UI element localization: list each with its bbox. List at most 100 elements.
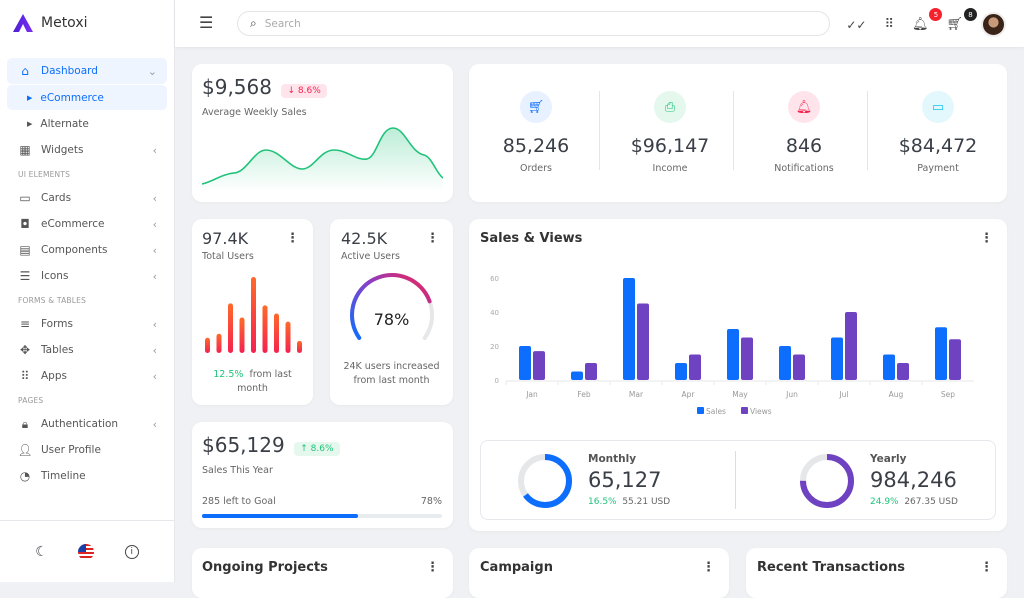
search-input[interactable]: ⌕ Search: [237, 11, 830, 36]
active-users-value: 42.5K: [341, 229, 388, 248]
bar-sales: [675, 363, 687, 380]
more-options-icon[interactable]: ⋮: [980, 560, 993, 575]
summary-meta: 16.5% 55.21 USD: [588, 497, 670, 507]
moon-icon[interactable]: ☾: [35, 543, 48, 560]
user-bar: [274, 313, 279, 353]
more-options-icon[interactable]: ⋮: [702, 560, 715, 575]
label: eCommerce: [40, 91, 104, 104]
card-title: Ongoing Projects: [202, 560, 328, 575]
credit-card-icon: ▭: [922, 91, 954, 123]
change: 8.6%: [297, 86, 321, 96]
label: Icons: [41, 270, 69, 282]
lock-icon: 🔒︎: [21, 416, 29, 431]
bar-views: [949, 339, 961, 380]
divider: [733, 91, 734, 170]
goal-percent: 78%: [420, 496, 442, 507]
gift-icon: ▤: [19, 243, 31, 257]
summary-usd: 55.21 USD: [622, 497, 671, 507]
sales-year-card: $65,129 ↑ 8.6% Sales This Year 285 left …: [192, 422, 453, 528]
stat-payment: ▭ $84,472 Payment: [871, 64, 1005, 202]
label: eCommerce: [41, 218, 105, 230]
user-bar: [251, 277, 256, 353]
change: 8.6%: [310, 444, 334, 454]
user-icon: 👤︎: [17, 443, 33, 457]
arrow-up-icon: ↑: [300, 444, 308, 454]
chevron-left-icon: ‹: [152, 369, 157, 383]
sidebar-item-user-profile[interactable]: 👤︎ User Profile: [7, 437, 167, 463]
more-options-icon[interactable]: ⋮: [426, 560, 439, 575]
move-icon: ✥: [19, 343, 31, 357]
caret-right-icon: ▶: [27, 93, 33, 102]
label: Dashboard: [41, 65, 98, 77]
cart-button[interactable]: 🛒︎ 8: [946, 8, 977, 32]
sidebar-item-authentication[interactable]: 🔒︎ Authentication ‹: [7, 411, 167, 437]
bar-views: [741, 337, 753, 380]
apps-grid-icon[interactable]: ⠿: [884, 17, 894, 32]
sidebar-subitem-ecommerce[interactable]: ▶ eCommerce: [7, 85, 167, 110]
summary-value: 984,246: [870, 468, 957, 492]
chart-title: Sales & Views: [480, 231, 583, 246]
chevron-left-icon: ‹: [152, 243, 157, 257]
goal-progress-bar: [202, 514, 442, 518]
sidebar-subitem-alternate[interactable]: ▶ Alternate: [7, 111, 167, 136]
logo[interactable]: Metoxi: [12, 13, 88, 33]
sidebar-item-timeline[interactable]: ◔ Timeline: [7, 463, 167, 489]
more-options-icon[interactable]: ⋮: [286, 231, 299, 246]
total-users-card: 97.4K ⋮ Total Users 12.5% from last mont…: [192, 219, 313, 405]
chevron-left-icon: ‹: [152, 143, 157, 157]
sidebar-item-tables[interactable]: ✥ Tables ‹: [7, 337, 167, 363]
flag-icon[interactable]: [78, 543, 95, 560]
menu-toggle-icon[interactable]: ☰: [199, 13, 214, 32]
summary-change: 16.5%: [588, 497, 617, 507]
avatar[interactable]: [981, 12, 1006, 37]
stat-label: Orders: [520, 163, 552, 174]
legend-label: Sales: [706, 407, 726, 416]
sidebar-item-apps[interactable]: ⠿ Apps ‹: [7, 363, 167, 389]
chevron-left-icon: ‹: [152, 343, 157, 357]
more-options-icon[interactable]: ⋮: [426, 231, 439, 246]
timeline-icon: ◔: [19, 469, 31, 483]
user-bar: [216, 333, 222, 353]
user-bar: [297, 340, 302, 353]
active-users-card: 42.5K ⋮ Active Users 78% 24K users incre…: [330, 219, 453, 405]
sales-views-card: Sales & Views ⋮ 0 20 40 60 Jan Feb Mar Apr May Ju…: [469, 219, 1007, 531]
app-name: Metoxi: [41, 15, 88, 31]
bar-sales: [571, 371, 583, 380]
user-bar: [239, 317, 245, 353]
sidebar-item-cards[interactable]: ▭ Cards ‹: [7, 185, 167, 211]
label: Timeline: [41, 470, 86, 482]
archive-icon: ▭: [19, 191, 31, 205]
sidebar-item-icons[interactable]: ☰ Icons ‹: [7, 263, 167, 289]
cart-badge: 8: [964, 8, 977, 21]
summary-panel: Monthly 65,127 16.5% 55.21 USD Yearly 984,24…: [480, 440, 996, 520]
bar-sales: [519, 346, 531, 380]
bell-icon: 🔔︎: [911, 17, 929, 32]
double-check-icon[interactable]: ✓✓: [846, 17, 867, 32]
bar-views: [793, 354, 805, 380]
active-users-label: Active Users: [341, 251, 401, 262]
sidebar-item-forms[interactable]: ≡ Forms ‹: [7, 311, 167, 337]
total-users-change: 12.5% from last month: [200, 368, 305, 396]
chevron-left-icon: ‹: [152, 217, 157, 231]
divider: [735, 451, 736, 509]
divider: [867, 91, 868, 170]
info-icon[interactable]: i: [124, 544, 139, 559]
card-title: Recent Transactions: [757, 560, 906, 575]
summary-usd: 267.35 USD: [904, 497, 958, 507]
sidebar-item-components[interactable]: ▤ Components ‹: [7, 237, 167, 263]
sales-year-value: $65,129: [202, 433, 285, 457]
chevron-left-icon: ‹: [152, 417, 157, 431]
sidebar-item-widgets[interactable]: ▦ Widgets ‹: [7, 137, 167, 163]
active-users-gauge: [350, 273, 434, 340]
notifications-button[interactable]: 🔔︎ 5: [911, 8, 943, 32]
section-forms-tables: FORMS & TABLES: [18, 295, 87, 305]
more-options-icon[interactable]: ⋮: [980, 231, 993, 246]
user-bar: [205, 337, 210, 353]
notification-badge: 5: [929, 8, 943, 21]
sidebar-item-dashboard[interactable]: ⌂ Dashboard ⌄: [7, 58, 167, 84]
sidebar-item-ecommerce[interactable]: ◘ eCommerce ‹: [7, 211, 167, 237]
grid-icon: ⠿: [20, 369, 30, 383]
stats-card: 🛒︎ 85,246 Orders ⎙ $96,147 Income 🔔︎ 846 Notific…: [469, 64, 1007, 202]
campaign-card: Campaign ⋮: [469, 548, 729, 598]
x-tick-label: May: [732, 390, 748, 399]
